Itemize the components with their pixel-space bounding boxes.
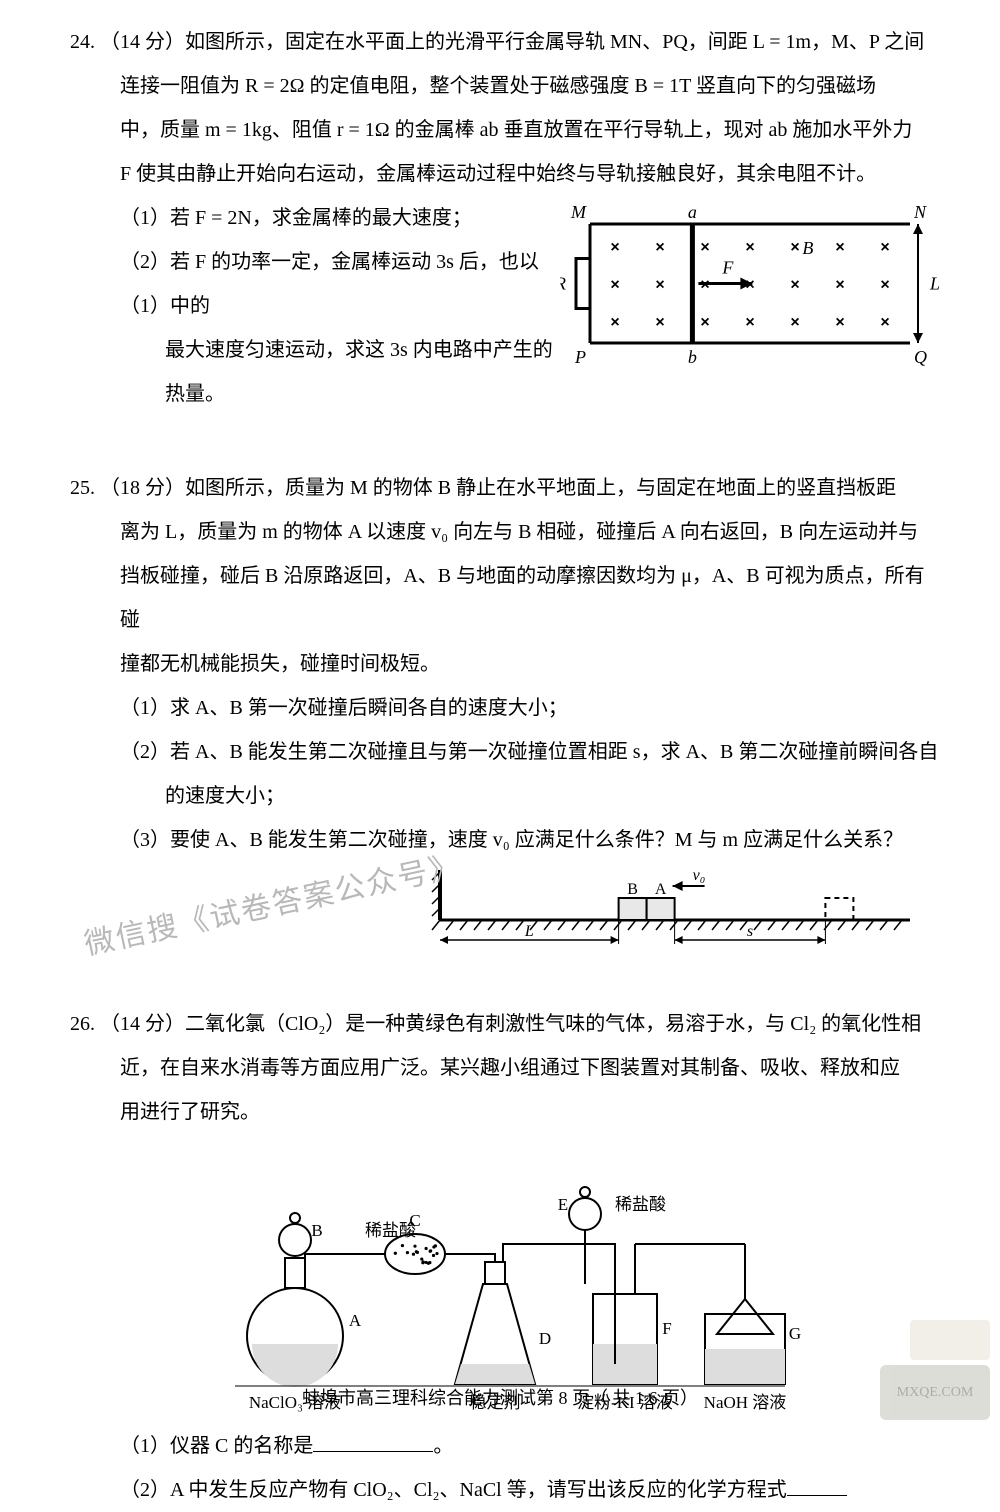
question-26: 26. （14 分）二氧化氯（ClO₂）是一种黄绿色有刺激性气味的气体，易溶于水… (70, 1002, 940, 1512)
svg-text:F: F (721, 258, 734, 278)
blank-underline (313, 1430, 433, 1452)
svg-text:R: R (560, 274, 566, 294)
q24-points: （14 分） (100, 31, 185, 53)
svg-text:×: × (610, 277, 619, 294)
svg-text:P: P (574, 347, 586, 367)
blank-underline (787, 1474, 847, 1496)
svg-text:A: A (349, 1311, 362, 1330)
svg-text:E: E (558, 1195, 568, 1214)
q26-stem: 26. （14 分）二氧化氯（ClO₂）是一种黄绿色有刺激性气味的气体，易溶于水… (70, 1002, 940, 1512)
svg-text:×: × (655, 314, 664, 331)
svg-text:v₀: v₀ (693, 867, 706, 884)
q24-stem: 24. （14 分）如图所示，固定在水平面上的光滑平行金属导轨 MN、PQ，间距… (70, 20, 940, 416)
q24-line1: 如图所示，固定在水平面上的光滑平行金属导轨 MN、PQ，间距 L = 1m，M、… (185, 31, 924, 53)
svg-text:×: × (655, 239, 664, 256)
svg-text:M: M (570, 202, 587, 222)
svg-text:×: × (790, 314, 799, 331)
q25-line3: 挡板碰撞，碰后 B 沿原路返回，A、B 与地面的动摩擦因数均为 μ，A、B 可视… (70, 554, 940, 642)
q24-sub2-l2: 最大速度匀速运动，求这 3s 内电路中产生的热量。 (70, 328, 560, 416)
svg-text:×: × (655, 277, 664, 294)
q24-sub1: （1）若 F = 2N，求金属棒的最大速度； (70, 196, 560, 240)
svg-text:×: × (835, 314, 844, 331)
svg-text:×: × (835, 239, 844, 256)
q24-diagram: × × × × × × × × × × × × × × × × × × × × × M N P Qa b R F B L (560, 196, 940, 371)
svg-text:×: × (700, 277, 709, 294)
svg-text:L: L (929, 274, 940, 294)
svg-text:G: G (789, 1324, 801, 1343)
svg-text:×: × (880, 314, 889, 331)
svg-text:×: × (790, 277, 799, 294)
q25-sub1: （1）求 A、B 第一次碰撞后瞬间各自的速度大小； (70, 686, 940, 730)
svg-text:N: N (913, 202, 927, 222)
svg-text:B: B (802, 238, 813, 258)
q26-sub1-post: 。 (433, 1435, 453, 1457)
corner-badge-icon (910, 1320, 990, 1360)
q26-line1: 二氧化氯（ClO₂）是一种黄绿色有刺激性气味的气体，易溶于水，与 Cl₂ 的氧化… (185, 1013, 921, 1035)
q25-sub2-l2: 的速度大小； (70, 774, 940, 818)
question-25: 25. （18 分）如图所示，质量为 M 的物体 B 静止在水平地面上，与固定在… (70, 466, 940, 952)
svg-text:s: s (747, 923, 753, 940)
q25-line1: 如图所示，质量为 M 的物体 B 静止在水平地面上，与固定在地面上的竖直挡板距 (185, 477, 896, 499)
q25-sub2-l1: （2）若 A、B 能发生第二次碰撞且与第一次碰撞位置相距 s，求 A、B 第二次… (70, 730, 940, 774)
svg-text:F: F (662, 1319, 671, 1338)
q26-points: （14 分） (100, 1013, 185, 1035)
svg-text:b: b (688, 347, 697, 367)
page-footer: 蚌埠市高三理科综合能力测试第 8 页（ 共 1 6 页） (0, 1384, 1000, 1410)
q25-stem: 25. （18 分）如图所示，质量为 M 的物体 B 静止在水平地面上，与固定在… (70, 466, 940, 952)
q25-sub3: （3）要使 A、B 能发生第二次碰撞，速度 v₀ 应满足什么条件？M 与 m 应… (70, 818, 940, 862)
q26-diagram: ABCDEFG稀盐酸稀盐酸NaClO₃ 溶液稳定剂淀粉-KI 溶液NaOH 溶液 (70, 1134, 940, 1424)
q26-sub2-text: （2）A 中发生反应产物有 ClO₂、Cl₂、NaCl 等，请写出该反应的化学方… (120, 1479, 787, 1501)
svg-text:×: × (745, 314, 754, 331)
q26-number: 26. (70, 1013, 95, 1035)
corner-watermark: MXQE.COM (880, 1365, 990, 1420)
svg-text:×: × (610, 314, 619, 331)
q25-points: （18 分） (100, 477, 185, 499)
q26-sub1: （1）仪器 C 的名称是 。 (70, 1424, 940, 1468)
question-24: 24. （14 分）如图所示，固定在水平面上的光滑平行金属导轨 MN、PQ，间距… (70, 20, 940, 416)
svg-text:B: B (627, 881, 638, 898)
svg-text:a: a (688, 202, 697, 222)
svg-text:×: × (790, 239, 799, 256)
svg-text:A: A (655, 881, 667, 898)
svg-text:×: × (745, 277, 754, 294)
svg-text:稀盐酸: 稀盐酸 (365, 1221, 416, 1240)
svg-text:×: × (880, 239, 889, 256)
svg-text:稀盐酸: 稀盐酸 (615, 1195, 666, 1214)
svg-text:B: B (311, 1221, 322, 1240)
q25-line2: 离为 L，质量为 m 的物体 A 以速度 v₀ 向左与 B 相碰，碰撞后 A 向… (70, 510, 940, 554)
q24-number: 24. (70, 31, 95, 53)
q24-line2: 连接一阻值为 R = 2Ω 的定值电阻，整个装置处于磁感强度 B = 1T 竖直… (70, 64, 940, 108)
q25-number: 25. (70, 477, 95, 499)
svg-text:×: × (610, 239, 619, 256)
q24-sub2-l1: （2）若 F 的功率一定，金属棒运动 3s 后，也以（1）中的 (70, 240, 560, 328)
q26-line3: 用进行了研究。 (70, 1090, 940, 1134)
svg-text:D: D (539, 1329, 551, 1348)
q26-line2: 近，在自来水消毒等方面应用广泛。某兴趣小组通过下图装置对其制备、吸收、释放和应 (70, 1046, 940, 1090)
q26-sub1-pre: （1）仪器 C 的名称是 (120, 1435, 313, 1457)
svg-text:×: × (835, 277, 844, 294)
svg-text:×: × (700, 239, 709, 256)
q25-line4: 撞都无机械能损失，碰撞时间极短。 (70, 642, 940, 686)
q24-line4: F 使其由静止开始向右运动，金属棒运动过程中始终与导轨接触良好，其余电阻不计。 (70, 152, 940, 196)
svg-text:L: L (524, 923, 534, 940)
q24-line3: 中，质量 m = 1kg、阻值 r = 1Ω 的金属棒 ab 垂直放置在平行导轨… (70, 108, 940, 152)
svg-text:Q: Q (914, 347, 927, 367)
svg-text:×: × (700, 314, 709, 331)
svg-text:×: × (745, 239, 754, 256)
svg-text:×: × (880, 277, 889, 294)
q26-sub2: （2）A 中发生反应产物有 ClO₂、Cl₂、NaCl 等，请写出该反应的化学方… (70, 1468, 940, 1512)
